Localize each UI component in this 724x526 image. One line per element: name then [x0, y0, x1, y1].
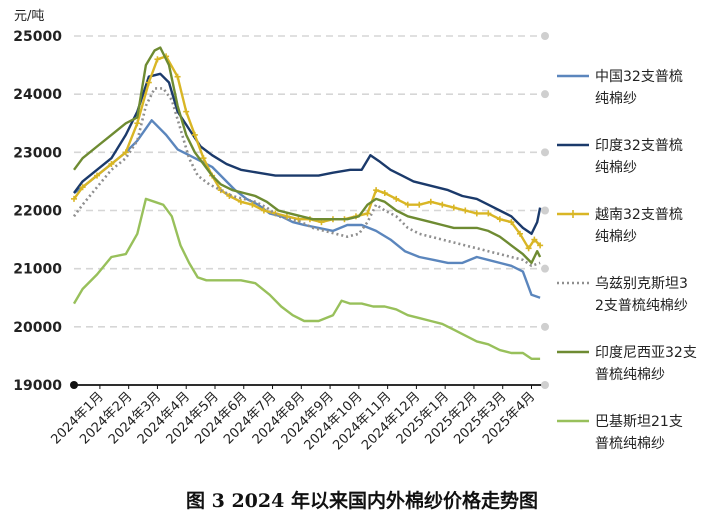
gridline-end-dot [541, 206, 549, 215]
series-line-3 [72, 87, 541, 268]
legend-label-2: 越南32支普梳纯棉纱 [595, 207, 683, 245]
y-axis-unit: 元/吨 [14, 9, 44, 24]
y-tick-label: 25000 [13, 29, 62, 45]
legend-label-5: 巴基斯坦21支普梳纯棉纱 [595, 413, 683, 452]
y-tick-label: 23000 [13, 145, 62, 161]
gridline-end-dot [541, 264, 549, 273]
x-axis-end-dot [541, 381, 549, 389]
y-tick-label: 20000 [13, 320, 62, 336]
series-line-0 [73, 119, 541, 299]
gridline-end-dot [541, 322, 549, 331]
series-line-5 [72, 197, 541, 360]
legend-label-1: 印度32支普梳纯棉纱 [595, 138, 683, 176]
y-tick-label: 19000 [13, 378, 62, 394]
gridline-end-dot [541, 90, 549, 99]
legend-label-3: 乌兹别克斯坦3 2支普梳纯棉纱 [595, 276, 688, 314]
y-tick-label: 21000 [13, 262, 62, 278]
y-tick-label: 24000 [13, 87, 62, 103]
y-tick-label: 22000 [13, 204, 62, 220]
legend-label-0: 中国32支普梳纯棉纱 [595, 69, 683, 107]
axes: 19000200002100022000230002400025000元/吨20… [13, 9, 549, 453]
series-line-1 [73, 72, 542, 236]
series-lines [71, 46, 544, 360]
legend-label-4: 印度尼西亚32支普梳纯棉纱 [595, 345, 697, 383]
series-line-4 [73, 46, 542, 265]
gridline-end-dot [541, 148, 549, 157]
figure-caption: 图 3 2024 年以来国内外棉纱价格走势图 [186, 490, 538, 512]
gridline-end-dot [541, 32, 549, 40]
x-axis-start-dot [70, 381, 78, 389]
gridlines [74, 32, 549, 331]
